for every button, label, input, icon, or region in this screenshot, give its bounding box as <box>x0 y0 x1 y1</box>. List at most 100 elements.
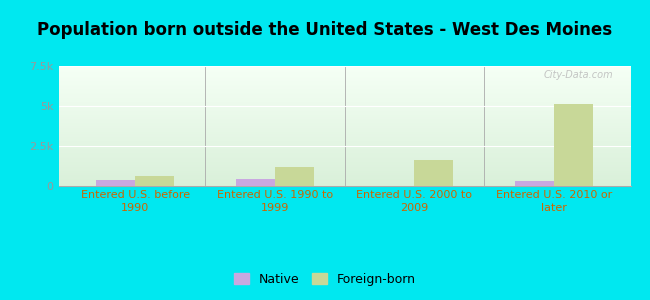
Bar <box>0 131 650 132</box>
Bar <box>0 126 650 127</box>
Bar <box>0 109 650 110</box>
Bar <box>0 89 650 90</box>
Bar <box>0 139 650 140</box>
Bar <box>0 116 650 117</box>
Bar <box>0 111 650 112</box>
Bar <box>0 166 650 167</box>
Bar <box>0 92 650 93</box>
Bar <box>0 114 650 115</box>
Bar <box>554 104 593 186</box>
Bar <box>0 164 650 165</box>
Bar <box>515 181 554 186</box>
Bar <box>0 81 650 82</box>
Bar <box>375 185 414 186</box>
Bar <box>0 80 650 81</box>
Bar <box>0 85 650 86</box>
Bar <box>0 66 650 67</box>
Bar <box>0 143 650 144</box>
Bar <box>0 75 650 76</box>
Bar <box>0 104 650 105</box>
Bar <box>0 152 650 153</box>
Bar <box>0 181 650 182</box>
Bar <box>0 148 650 149</box>
Bar <box>0 99 650 100</box>
Bar <box>0 161 650 162</box>
Bar <box>96 180 135 186</box>
Bar <box>0 100 650 101</box>
Bar <box>0 171 650 172</box>
Bar <box>0 102 650 103</box>
Bar <box>0 158 650 159</box>
Bar <box>414 160 453 186</box>
Bar <box>0 107 650 108</box>
Bar <box>0 156 650 157</box>
Text: City-Data.com: City-Data.com <box>543 70 614 80</box>
Bar <box>0 172 650 173</box>
Bar <box>0 133 650 134</box>
Bar <box>0 134 650 135</box>
Bar <box>0 108 650 109</box>
Bar <box>0 68 650 69</box>
Bar <box>0 177 650 178</box>
Bar <box>0 77 650 78</box>
Bar <box>0 86 650 87</box>
Bar <box>0 165 650 166</box>
Bar <box>0 112 650 113</box>
Bar <box>0 69 650 70</box>
Bar <box>0 117 650 118</box>
Bar <box>0 91 650 92</box>
Bar <box>0 163 650 164</box>
Bar <box>0 106 650 107</box>
Bar <box>0 130 650 131</box>
Bar <box>0 67 650 68</box>
Bar <box>0 119 650 120</box>
Bar <box>0 160 650 161</box>
Legend: Native, Foreign-born: Native, Foreign-born <box>229 268 421 291</box>
Bar <box>0 150 650 151</box>
Bar <box>0 138 650 139</box>
Bar <box>0 178 650 179</box>
Bar <box>0 169 650 170</box>
Bar <box>0 153 650 154</box>
Bar <box>0 97 650 98</box>
Bar <box>0 103 650 104</box>
Bar <box>0 94 650 95</box>
Bar <box>0 168 650 169</box>
Bar <box>0 87 650 88</box>
Bar <box>0 84 650 85</box>
Bar <box>0 137 650 138</box>
Bar <box>275 167 314 186</box>
Bar <box>0 127 650 128</box>
Bar <box>0 183 650 184</box>
Bar <box>0 83 650 84</box>
Bar <box>0 88 650 89</box>
Bar <box>0 74 650 75</box>
Bar <box>0 144 650 145</box>
Bar <box>0 162 650 163</box>
Bar <box>0 179 650 180</box>
Bar <box>0 120 650 121</box>
Bar <box>0 176 650 177</box>
Bar <box>0 113 650 114</box>
Bar <box>0 95 650 96</box>
Bar <box>0 72 650 73</box>
Bar <box>0 122 650 123</box>
Bar <box>0 132 650 133</box>
Bar <box>0 123 650 124</box>
Bar <box>0 174 650 175</box>
Bar <box>0 121 650 122</box>
Bar <box>0 136 650 137</box>
Bar <box>236 179 275 186</box>
Bar <box>0 70 650 71</box>
Text: Population born outside the United States - West Des Moines: Population born outside the United State… <box>38 21 612 39</box>
Bar <box>0 140 650 141</box>
Bar <box>0 149 650 150</box>
Bar <box>0 145 650 146</box>
Bar <box>0 96 650 97</box>
Bar <box>0 115 650 116</box>
Bar <box>0 154 650 155</box>
Bar <box>0 159 650 160</box>
Bar <box>0 71 650 72</box>
Bar <box>0 141 650 142</box>
Bar <box>0 184 650 185</box>
